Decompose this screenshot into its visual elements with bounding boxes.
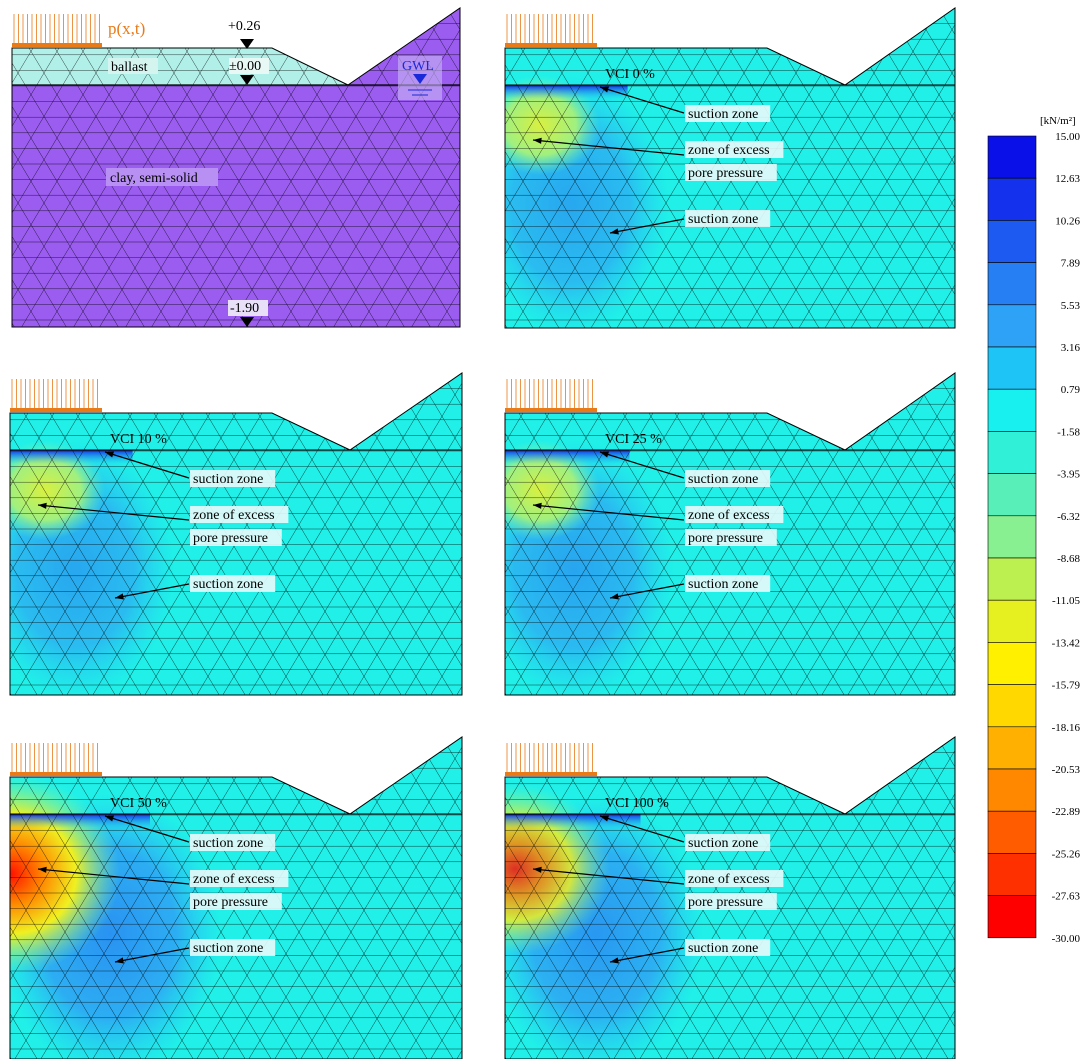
elevation-top-marker (240, 39, 254, 49)
legend-band (987, 684, 1037, 728)
panel-geometry: p(x,t) +0.26 ±0.00 -1.90 GWL ballast cla… (11, 7, 461, 328)
load-label: p(x,t) (108, 19, 145, 38)
load-arrows (10, 379, 102, 412)
ballast-label: ballast (111, 60, 148, 75)
load-arrows (505, 14, 597, 47)
load-arrows (505, 743, 597, 776)
legend-band (987, 220, 1037, 263)
gwl-label: GWL (402, 59, 434, 74)
load-arrows (505, 379, 597, 412)
legend-tick-label: -20.53 (1052, 764, 1081, 776)
legend-tick-label: -3.95 (1057, 469, 1080, 481)
legend-tick-label: -22.89 (1052, 806, 1081, 818)
legend-tick-label: -27.63 (1052, 891, 1081, 903)
elevation-top-label: +0.26 (228, 19, 260, 34)
legend-tick-label: 0.79 (1061, 384, 1081, 396)
load-arrows (10, 743, 102, 776)
legend-band (987, 135, 1037, 179)
legend-band (987, 346, 1037, 390)
legend-band (987, 853, 1037, 896)
legend-tick-label: 3.16 (1061, 342, 1081, 354)
elevation-zero-label: ±0.00 (229, 59, 261, 74)
panel-title: VCI 50 % (110, 796, 167, 811)
color-legend: [kN/m²] 15.00 12.63 10.26 7.89 5.53 3.16 0.79 -… (987, 115, 1081, 945)
legend-tick-label: 7.89 (1061, 258, 1081, 270)
legend-tick-label: -11.05 (1052, 595, 1081, 607)
excess-pressure-label-line1: zone of excess (193, 508, 275, 523)
elevation-zero-marker (240, 75, 254, 85)
panel-title: VCI 10 % (110, 432, 167, 447)
legend-tick-label: 15.00 (1055, 131, 1080, 143)
excess-pressure-label-line2: pore pressure (193, 895, 268, 910)
panel-title: VCI 25 % (605, 432, 662, 447)
ballast-layer (11, 47, 349, 86)
panel-title: VCI 100 % (605, 796, 669, 811)
legend-unit: [kN/m²] (1040, 115, 1076, 127)
gwl-marker (413, 74, 427, 84)
elevation-bottom-marker (240, 317, 254, 327)
excess-pressure-label-line1: zone of excess (688, 508, 770, 523)
suction-zone-label-top: suction zone (193, 472, 263, 487)
legend-band (987, 599, 1037, 643)
excess-pressure-label-line2: pore pressure (688, 166, 763, 181)
panel-vci10: VCI 10 % suction zone zone of excess pore p… (9, 372, 463, 696)
panel-vci0: VCI 0 % suction zone zone of excess pore pr… (504, 7, 956, 329)
legend-tick-label: -25.26 (1052, 848, 1081, 860)
suction-zone-label-deep: suction zone (688, 212, 758, 227)
legend-tick-label: -1.58 (1057, 426, 1080, 438)
suction-zone-label-top: suction zone (688, 107, 758, 122)
legend-band (987, 515, 1037, 559)
legend-tick-label: -15.79 (1052, 680, 1081, 692)
legend-band (987, 557, 1037, 601)
legend-ticks: 15.00 12.63 10.26 7.89 5.53 3.16 0.79 -1.58 -3.9… (1052, 131, 1081, 945)
legend-band (987, 473, 1037, 517)
legend-tick-label: -6.32 (1057, 511, 1080, 523)
suction-zone-label-deep: suction zone (688, 577, 758, 592)
fe-mesh (12, 8, 460, 327)
excess-pressure-label-line1: zone of excess (688, 143, 770, 158)
excess-pressure-label-line2: pore pressure (193, 531, 268, 546)
elevation-bottom-label: -1.90 (230, 301, 259, 316)
legend-band (987, 388, 1037, 432)
panel-vci100: VCI 100 % suction zone zone of excess pore … (504, 736, 956, 1059)
suction-zone-label-deep: suction zone (688, 941, 758, 956)
legend-bands (987, 135, 1037, 939)
suction-zone-label-top: suction zone (688, 836, 758, 851)
clay-label: clay, semi-solid (110, 171, 198, 186)
legend-band (987, 810, 1037, 854)
excess-pressure-label-line1: zone of excess (193, 872, 275, 887)
excess-pressure-label-line1: zone of excess (688, 872, 770, 887)
excess-pressure-label-line2: pore pressure (688, 895, 763, 910)
legend-band (987, 304, 1037, 348)
result-panels: VCI 0 % suction zone zone of excess pore pr… (9, 7, 956, 1059)
legend-tick-label: -18.16 (1052, 722, 1081, 734)
legend-band (987, 642, 1037, 685)
excess-pressure-label-line2: pore pressure (688, 531, 763, 546)
legend-band (987, 262, 1037, 306)
legend-band (987, 431, 1037, 474)
legend-tick-label: 5.53 (1061, 300, 1081, 312)
panel-title: VCI 0 % (605, 67, 655, 82)
legend-band (987, 726, 1037, 770)
legend-tick-label: -13.42 (1052, 637, 1080, 649)
panel-vci50: VCI 50 % suction zone zone of excess pore p… (9, 736, 463, 1059)
legend-band (987, 768, 1037, 812)
legend-tick-label: -30.00 (1052, 933, 1081, 945)
load-arrows (12, 14, 102, 47)
suction-zone-label-top: suction zone (193, 836, 263, 851)
clay-layer (11, 84, 461, 328)
panel-vci25: VCI 25 % suction zone zone of excess pore p… (504, 372, 956, 696)
suction-zone-label-deep: suction zone (193, 577, 263, 592)
legend-tick-label: -8.68 (1057, 553, 1080, 565)
legend-tick-label: 10.26 (1055, 215, 1080, 227)
legend-band (987, 895, 1037, 939)
legend-tick-label: 12.63 (1055, 173, 1080, 185)
legend-band (987, 177, 1037, 221)
suction-zone-label-deep: suction zone (193, 941, 263, 956)
suction-zone-label-top: suction zone (688, 472, 758, 487)
